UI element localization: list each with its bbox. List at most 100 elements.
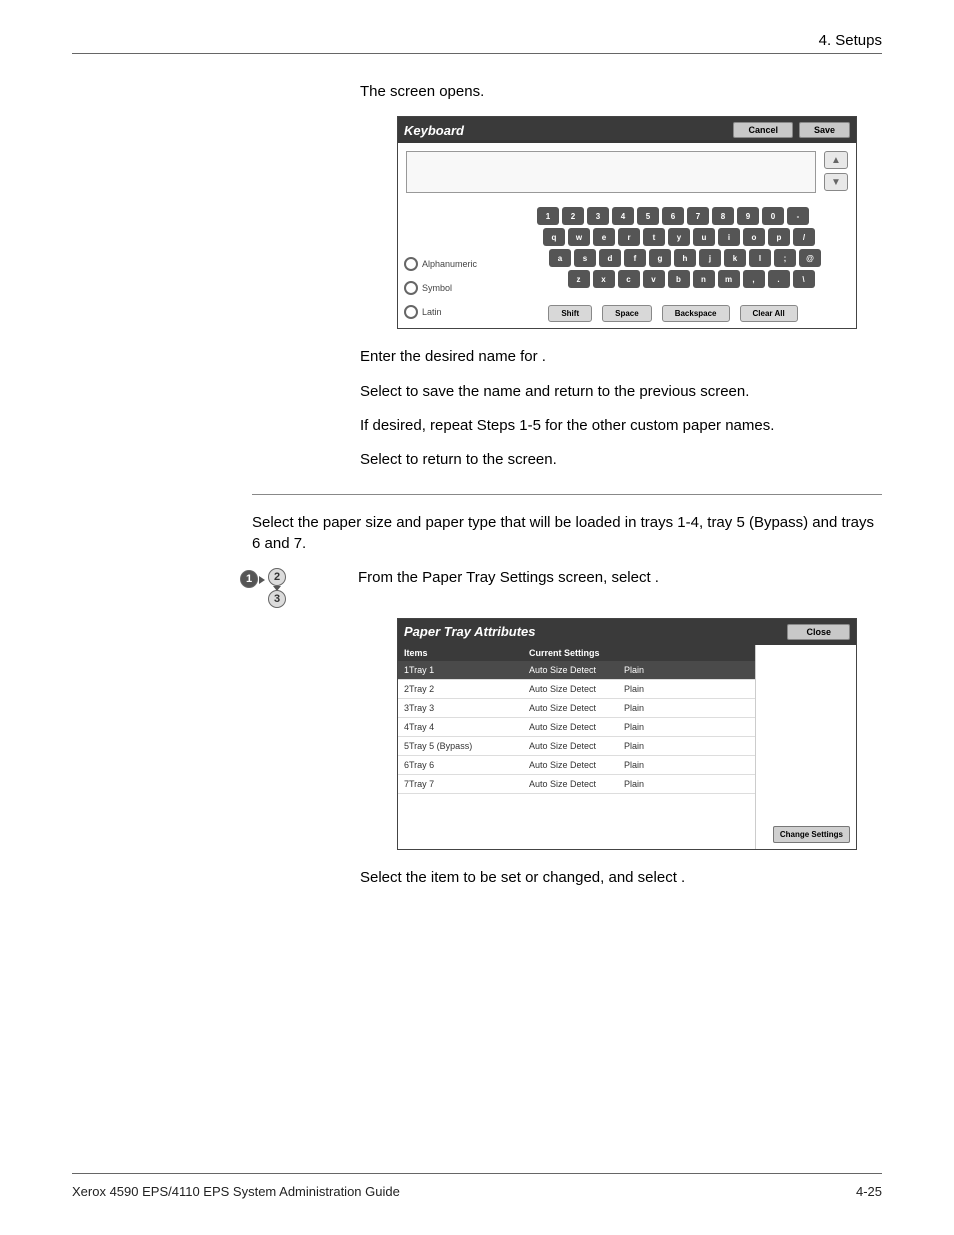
key-@[interactable]: @	[799, 249, 821, 267]
keyboard-mode-options: Alphanumeric Symbol Latin	[404, 207, 496, 322]
key-row-fn: Shift Space Backspace Clear All	[548, 305, 797, 322]
pta-body: Items Current Settings 1Tray 1Auto Size …	[398, 645, 856, 849]
keyboard-titlebar: Keyboard Cancel Save	[398, 117, 856, 143]
key-a[interactable]: a	[549, 249, 571, 267]
mode-alphanumeric[interactable]: Alphanumeric	[404, 257, 496, 271]
paragraph-from-settings: From the Paper Tray Settings screen, sel…	[358, 568, 659, 588]
key-o[interactable]: o	[743, 228, 765, 246]
keyboard-screenshot: Keyboard Cancel Save ▲ ▼ Alphanumeric Sy…	[397, 116, 857, 329]
cell-item: 4Tray 4	[398, 718, 523, 736]
key-,[interactable]: ,	[743, 270, 765, 288]
key-e[interactable]: e	[593, 228, 615, 246]
key-r[interactable]: r	[618, 228, 640, 246]
key-p[interactable]: p	[768, 228, 790, 246]
cell-setting1: Auto Size Detect	[523, 718, 618, 736]
cell-item: 6Tray 6	[398, 756, 523, 774]
key-.[interactable]: .	[768, 270, 790, 288]
table-row[interactable]: 1Tray 1Auto Size DetectPlain	[398, 661, 755, 680]
table-row[interactable]: 6Tray 6Auto Size DetectPlain	[398, 756, 755, 775]
key-q[interactable]: q	[543, 228, 565, 246]
table-row[interactable]: 5Tray 5 (Bypass)Auto Size DetectPlain	[398, 737, 755, 756]
key-8[interactable]: 8	[712, 207, 734, 225]
key-t[interactable]: t	[643, 228, 665, 246]
key-v[interactable]: v	[643, 270, 665, 288]
keyboard-title: Keyboard	[404, 123, 727, 138]
paragraph-select-return: Select to return to the screen.	[360, 450, 882, 470]
scroll-down-icon[interactable]: ▼	[824, 173, 848, 191]
text: If desired, repeat Steps 1-5 for the oth…	[360, 417, 774, 434]
key-i[interactable]: i	[718, 228, 740, 246]
key-l[interactable]: l	[749, 249, 771, 267]
key-1[interactable]: 1	[537, 207, 559, 225]
text: screen.	[508, 451, 557, 468]
table-row[interactable]: 3Tray 3Auto Size DetectPlain	[398, 699, 755, 718]
key-c[interactable]: c	[618, 270, 640, 288]
change-settings-button[interactable]: Change Settings	[773, 826, 850, 843]
key-w[interactable]: w	[568, 228, 590, 246]
key-\[interactable]: \	[793, 270, 815, 288]
key-g[interactable]: g	[649, 249, 671, 267]
pta-title: Paper Tray Attributes	[404, 624, 787, 639]
cell-setting2: Plain	[618, 680, 755, 698]
cell-item: 5Tray 5 (Bypass)	[398, 737, 523, 755]
text: .	[655, 569, 659, 586]
table-row[interactable]: 7Tray 7Auto Size DetectPlain	[398, 775, 755, 794]
mode-symbol[interactable]: Symbol	[404, 281, 496, 295]
key-5[interactable]: 5	[637, 207, 659, 225]
paragraph-enter-name: Enter the desired name for .	[360, 347, 882, 367]
paragraph-select-item: Select the item to be set or changed, an…	[360, 868, 882, 888]
key-h[interactable]: h	[674, 249, 696, 267]
save-button[interactable]: Save	[799, 122, 850, 138]
key-z[interactable]: z	[568, 270, 590, 288]
text: From the Paper Tray Settings screen, sel…	[358, 569, 655, 586]
space-key[interactable]: Space	[602, 305, 652, 322]
key--[interactable]: -	[787, 207, 809, 225]
text: Select	[360, 451, 406, 468]
page-footer: Xerox 4590 EPS/4110 EPS System Administr…	[72, 1173, 882, 1199]
key-f[interactable]: f	[624, 249, 646, 267]
pta-padding	[398, 794, 755, 849]
key-j[interactable]: j	[699, 249, 721, 267]
table-row[interactable]: 4Tray 4Auto Size DetectPlain	[398, 718, 755, 737]
key-row-3: asdfghjkl;@	[549, 249, 821, 267]
cell-setting2: Plain	[618, 718, 755, 736]
cell-setting2: Plain	[618, 737, 755, 755]
key-s[interactable]: s	[574, 249, 596, 267]
key-u[interactable]: u	[693, 228, 715, 246]
key-n[interactable]: n	[693, 270, 715, 288]
cell-setting1: Auto Size Detect	[523, 756, 618, 774]
key-d[interactable]: d	[599, 249, 621, 267]
key-/[interactable]: /	[793, 228, 815, 246]
key-x[interactable]: x	[593, 270, 615, 288]
key-7[interactable]: 7	[687, 207, 709, 225]
cell-setting1: Auto Size Detect	[523, 775, 618, 793]
radio-icon	[404, 281, 418, 295]
cell-setting1: Auto Size Detect	[523, 661, 618, 679]
shift-key[interactable]: Shift	[548, 305, 592, 322]
paragraph-repeat: If desired, repeat Steps 1-5 for the oth…	[360, 416, 882, 436]
radio-icon	[404, 305, 418, 319]
cancel-button[interactable]: Cancel	[733, 122, 793, 138]
mode-latin[interactable]: Latin	[404, 305, 496, 319]
table-row[interactable]: 2Tray 2Auto Size DetectPlain	[398, 680, 755, 699]
key-;[interactable]: ;	[774, 249, 796, 267]
key-row-1: 1234567890-	[537, 207, 809, 225]
key-y[interactable]: y	[668, 228, 690, 246]
close-button[interactable]: Close	[787, 624, 850, 640]
cell-setting2: Plain	[618, 775, 755, 793]
scroll-up-icon[interactable]: ▲	[824, 151, 848, 169]
key-k[interactable]: k	[724, 249, 746, 267]
key-0[interactable]: 0	[762, 207, 784, 225]
keyboard-text-input[interactable]	[406, 151, 816, 193]
backspace-key[interactable]: Backspace	[662, 305, 730, 322]
clear-all-key[interactable]: Clear All	[740, 305, 798, 322]
key-3[interactable]: 3	[587, 207, 609, 225]
key-6[interactable]: 6	[662, 207, 684, 225]
key-9[interactable]: 9	[737, 207, 759, 225]
text: screen opens.	[390, 83, 484, 100]
key-m[interactable]: m	[718, 270, 740, 288]
key-4[interactable]: 4	[612, 207, 634, 225]
key-b[interactable]: b	[668, 270, 690, 288]
key-2[interactable]: 2	[562, 207, 584, 225]
label: Symbol	[422, 283, 452, 293]
